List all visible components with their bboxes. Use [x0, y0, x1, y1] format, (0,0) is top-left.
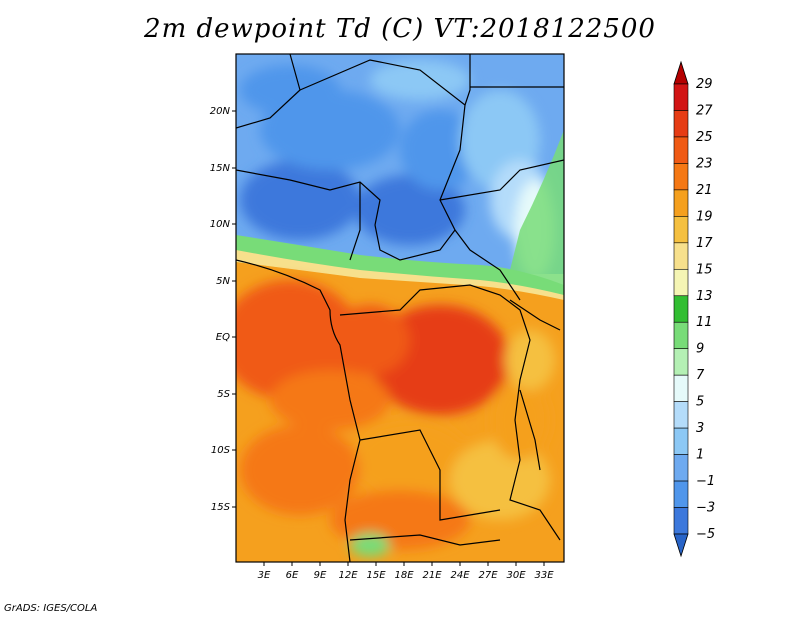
- lon-label: 30E: [506, 570, 526, 581]
- colorbar-swatch: [673, 163, 689, 191]
- colorbar-label: 3: [696, 421, 704, 436]
- chart-title: 2m dewpoint Td (C) VT:2018122500: [144, 14, 656, 44]
- colorbar-swatch: [673, 507, 689, 535]
- colorbar-label: 23: [696, 156, 713, 171]
- colorbar-label: 19: [696, 209, 713, 224]
- colorbar-swatch: [673, 110, 689, 138]
- colorbar-label: −1: [696, 474, 715, 489]
- lat-label: 15N: [210, 163, 231, 174]
- colorbar-label: 7: [696, 368, 705, 383]
- lon-axis: 3E 6E 9E 12E 15E 18E 21E 24E 27E 30E 33E: [258, 562, 554, 581]
- colorbar-swatch: [673, 242, 689, 270]
- colorbar-label: −5: [696, 527, 715, 542]
- colorbar-swatch: [673, 427, 689, 455]
- colorbar-swatch: [673, 189, 689, 217]
- colorbar-swatch: [673, 216, 689, 244]
- colorbar-label: 11: [696, 315, 713, 330]
- lat-label: EQ: [216, 332, 230, 343]
- lon-label: 3E: [258, 570, 271, 581]
- colorbar-swatch: [673, 268, 689, 297]
- colorbar: 29 27 25 23 21 19 17 15 13 11 9 7 5 3 1 −1 −3 −5: [673, 60, 715, 558]
- colorbar-label: 15: [696, 262, 713, 277]
- lon-label: 24E: [450, 570, 470, 581]
- borders: [236, 54, 564, 562]
- lat-label: 10S: [211, 445, 231, 456]
- colorbar-label: 1: [696, 448, 704, 463]
- lon-label: 21E: [422, 570, 442, 581]
- lon-label: 15E: [366, 570, 386, 581]
- map-frame: [235, 53, 565, 563]
- lat-label: 20N: [210, 106, 231, 117]
- lon-label: 12E: [338, 570, 358, 581]
- colorbar-swatch: [673, 136, 689, 164]
- colorbar-label: 9: [696, 342, 704, 357]
- colorbar-label: 27: [696, 103, 713, 118]
- colorbar-swatch: [673, 83, 689, 111]
- colorbar-top-arrow: [673, 60, 689, 85]
- colorbar-label: 25: [696, 130, 713, 145]
- lon-label: 6E: [286, 570, 299, 581]
- colorbar-label: 29: [696, 77, 713, 92]
- colorbar-swatch: [673, 401, 689, 429]
- lat-axis: 20N 15N 10N 5N EQ 5S 10S 15S: [210, 106, 236, 513]
- lat-label: 5N: [216, 276, 230, 287]
- colorbar-label: 13: [696, 289, 713, 304]
- colorbar-swatch: [673, 348, 689, 376]
- colorbar-label: −3: [696, 501, 715, 516]
- colorbar-swatch: [673, 454, 689, 482]
- lon-label: 27E: [478, 570, 498, 581]
- lat-label: 15S: [211, 502, 231, 513]
- colorbar-swatch: [673, 374, 689, 402]
- dewpoint-field: [236, 54, 564, 562]
- colorbar-swatch: [673, 321, 689, 350]
- lon-label: 18E: [394, 570, 414, 581]
- colorbar-bottom-arrow: [673, 533, 689, 558]
- colorbar-swatch: [673, 480, 689, 508]
- lon-label: 9E: [314, 570, 327, 581]
- lat-label: 10N: [210, 219, 231, 230]
- footer-credit: GrADS: IGES/COLA: [4, 603, 98, 614]
- colorbar-label: 21: [696, 183, 713, 198]
- lat-label: 5S: [217, 389, 230, 400]
- colorbar-swatch: [673, 295, 689, 323]
- colorbar-label: 5: [696, 395, 704, 410]
- colorbar-label: 17: [696, 236, 713, 251]
- lon-label: 33E: [534, 570, 554, 581]
